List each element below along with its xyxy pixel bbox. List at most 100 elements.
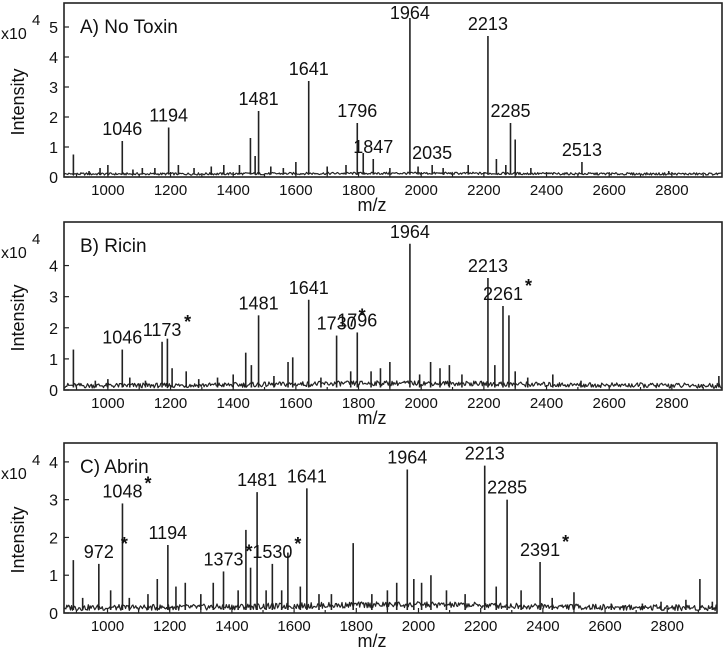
x-tick-label: 1600 bbox=[279, 395, 312, 412]
y-tick-label: 4 bbox=[49, 259, 58, 276]
y-tick-label: 1 bbox=[49, 352, 58, 369]
y-tick-label: 2 bbox=[49, 321, 58, 338]
x-tick-label: 1400 bbox=[215, 618, 248, 635]
peak-label-1046: 1046 bbox=[102, 119, 142, 139]
peak-star-1373: * bbox=[246, 541, 253, 561]
peak-label-1641: 1641 bbox=[289, 59, 329, 79]
peak-label-1730: 1730 bbox=[317, 314, 357, 334]
y-tick-label: 1 bbox=[49, 140, 58, 157]
peak-star-972: * bbox=[121, 534, 128, 554]
x-tick-label: 2200 bbox=[464, 618, 497, 635]
y-axis-label: Intensity bbox=[8, 68, 28, 135]
peak-label-1964: 1964 bbox=[387, 447, 427, 467]
spectrum-baseline bbox=[63, 380, 723, 389]
peak-label-1530: 1530 bbox=[252, 542, 292, 562]
peak-label-2513: 2513 bbox=[562, 140, 602, 160]
x-axis-label: m/z bbox=[358, 631, 387, 651]
x-axis-label: m/z bbox=[358, 195, 387, 215]
peak-label-2285: 2285 bbox=[490, 101, 530, 121]
exponent-power: 4 bbox=[32, 452, 40, 469]
x-tick-label: 2400 bbox=[530, 395, 563, 412]
peak-label-1481: 1481 bbox=[239, 293, 279, 313]
x-tick-label: 1200 bbox=[154, 182, 187, 199]
x-tick-label: 2000 bbox=[405, 182, 438, 199]
peak-label-1046: 1046 bbox=[102, 328, 142, 348]
x-axis-label: m/z bbox=[358, 408, 387, 428]
x-tick-label: 1400 bbox=[217, 182, 250, 199]
peak-star-2391: * bbox=[562, 532, 569, 552]
x-tick-label: 1400 bbox=[217, 395, 250, 412]
peak-label-1194: 1194 bbox=[148, 523, 187, 543]
peak-label-1641: 1641 bbox=[289, 278, 329, 298]
x-tick-label: 2600 bbox=[593, 182, 626, 199]
y-tick-label: 0 bbox=[49, 606, 58, 623]
exponent-label: x10 bbox=[1, 466, 27, 483]
y-tick-label: 2 bbox=[49, 110, 58, 127]
x-tick-label: 1800 bbox=[342, 182, 375, 199]
y-tick-label: 5 bbox=[49, 20, 58, 37]
exponent-label: x10 bbox=[1, 245, 27, 262]
peak-label-2261: 2261 bbox=[483, 284, 523, 304]
plot-frame bbox=[63, 221, 723, 391]
x-tick-label: 1800 bbox=[340, 618, 373, 635]
peak-label-1481: 1481 bbox=[237, 470, 277, 490]
peak-star-1173: * bbox=[184, 312, 191, 332]
x-tick-label: 2400 bbox=[530, 182, 563, 199]
y-tick-label: 0 bbox=[49, 170, 58, 187]
peak-label-1796: 1796 bbox=[337, 310, 377, 330]
x-tick-label: 1800 bbox=[342, 395, 375, 412]
peak-star-1730: * bbox=[359, 306, 366, 326]
y-axis-label: Intensity bbox=[8, 506, 28, 573]
plot-frame bbox=[63, 2, 723, 178]
peak-label-1194: 1194 bbox=[149, 106, 188, 126]
peak-label-2035: 2035 bbox=[412, 143, 452, 163]
y-tick-label: 4 bbox=[49, 455, 58, 472]
peak-star-2261: * bbox=[525, 276, 532, 296]
peak-label-1048: 1048 bbox=[102, 481, 142, 501]
y-tick-label: 3 bbox=[49, 290, 58, 307]
peak-label-1481: 1481 bbox=[239, 89, 279, 109]
x-tick-label: 2200 bbox=[467, 395, 500, 412]
peak-label-1373: 1373 bbox=[203, 549, 243, 569]
peak-label-1964: 1964 bbox=[390, 3, 430, 23]
panel-label: A) No Toxin bbox=[80, 17, 178, 38]
x-tick-label: 2000 bbox=[405, 395, 438, 412]
y-tick-label: 2 bbox=[49, 530, 58, 547]
y-tick-label: 3 bbox=[49, 80, 58, 97]
x-tick-label: 2000 bbox=[402, 618, 435, 635]
peak-label-1173: 1173 bbox=[143, 320, 182, 340]
peak-label-972: 972 bbox=[84, 542, 114, 562]
panel-2: 1000 1200 1400 1600 1800 2000 2200 2400 2600 2800… bbox=[1, 221, 723, 428]
exponent-power: 4 bbox=[32, 12, 40, 29]
plot-frame bbox=[63, 442, 718, 614]
peak-label-1847: 1847 bbox=[353, 137, 393, 157]
peak-label-1641: 1641 bbox=[287, 466, 327, 486]
y-tick-label: 3 bbox=[49, 493, 58, 510]
x-tick-label: 2600 bbox=[588, 618, 621, 635]
x-tick-label: 1000 bbox=[91, 618, 124, 635]
peak-label-2391: 2391 bbox=[520, 540, 560, 560]
x-tick-label: 2200 bbox=[467, 182, 500, 199]
x-tick-label: 2800 bbox=[655, 395, 688, 412]
spectrum-baseline bbox=[63, 601, 718, 612]
panel-1: 1000 1200 1400 1600 1800 2000 2200 2400 2600 2800… bbox=[1, 2, 723, 215]
x-tick-label: 2800 bbox=[651, 618, 684, 635]
panel-label: C) Abrin bbox=[80, 457, 149, 478]
x-tick-label: 1200 bbox=[154, 395, 187, 412]
peak-label-2213: 2213 bbox=[468, 256, 508, 276]
y-axis-label: Intensity bbox=[8, 284, 28, 351]
x-tick-label: 2800 bbox=[655, 182, 688, 199]
y-tick-label: 4 bbox=[49, 50, 58, 67]
x-tick-label: 1600 bbox=[277, 618, 310, 635]
x-tick-label: 2600 bbox=[593, 395, 626, 412]
panel-3: 1000 1200 1400 1600 1800 2000 2200 2400 2600 2800… bbox=[1, 442, 718, 651]
x-tick-label: 1600 bbox=[279, 182, 312, 199]
peak-star-1530: * bbox=[294, 534, 301, 554]
x-tick-label: 1000 bbox=[91, 395, 124, 412]
peak-label-1796: 1796 bbox=[337, 101, 377, 121]
panel-label: B) Ricin bbox=[80, 236, 147, 257]
x-tick-label: 1000 bbox=[91, 182, 124, 199]
peak-label-2213: 2213 bbox=[465, 444, 505, 464]
